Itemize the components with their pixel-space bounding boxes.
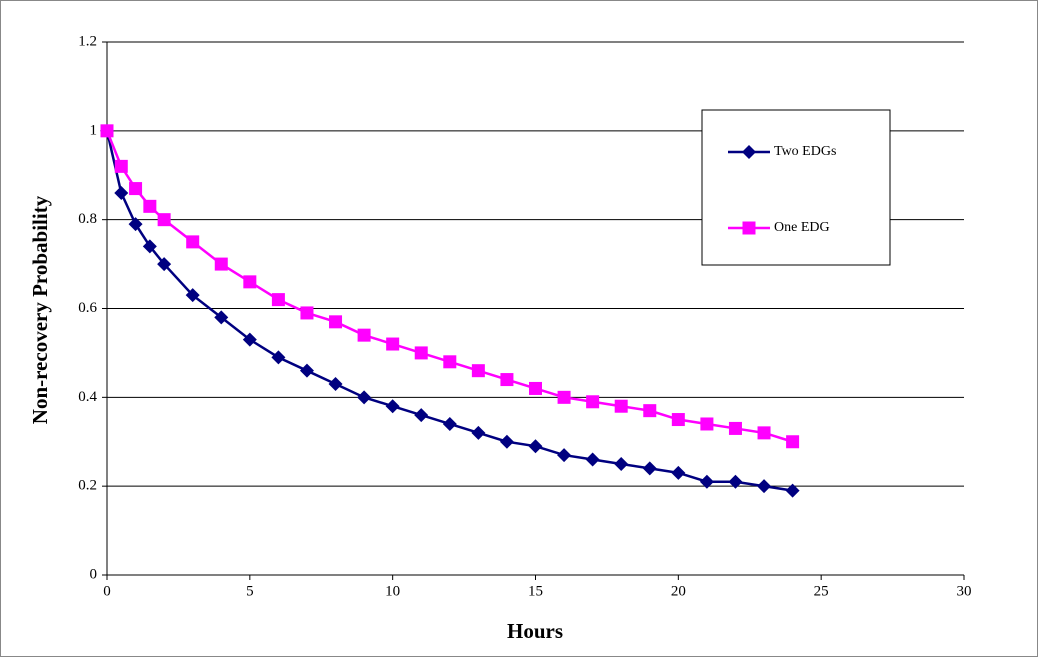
data-point (757, 426, 771, 440)
legend-box (701, 109, 891, 266)
y-tick-label: 0.2 (78, 478, 97, 494)
data-point (414, 346, 428, 360)
y-tick-label: 0.4 (78, 389, 97, 405)
data-point (128, 217, 143, 232)
y-tick-label: 0 (90, 566, 98, 582)
legend-label: One EDG (774, 220, 830, 235)
y-tick-label: 1 (90, 122, 98, 138)
data-point (728, 474, 743, 489)
data-point (528, 439, 543, 454)
y-tick-label: 0.8 (78, 211, 97, 227)
data-point (143, 199, 157, 213)
x-tick-label: 10 (385, 583, 400, 599)
data-point (114, 186, 129, 201)
data-point (443, 355, 457, 369)
data-point (299, 363, 314, 378)
data-point (214, 310, 229, 325)
y-tick-label: 0.6 (78, 300, 97, 316)
data-point (243, 275, 257, 289)
data-point (699, 474, 714, 489)
data-point (529, 381, 542, 395)
x-tick-label: 5 (246, 583, 254, 599)
data-point (500, 373, 514, 387)
data-point (300, 306, 314, 320)
data-point (642, 461, 657, 476)
data-point (785, 483, 800, 498)
data-point (414, 408, 429, 423)
data-point (499, 434, 514, 449)
data-point (643, 404, 657, 418)
data-point (328, 377, 343, 392)
data-point (385, 399, 400, 414)
data-point (671, 465, 686, 480)
data-point (586, 395, 600, 409)
data-point (100, 124, 114, 138)
data-point (557, 448, 572, 463)
y-axis-title: Non-recovery Probability (28, 195, 52, 424)
data-point (700, 417, 714, 431)
data-point (271, 350, 286, 365)
y-tick-label: 1.2 (78, 33, 97, 49)
data-point (186, 235, 200, 249)
data-point (157, 257, 172, 272)
data-point (557, 390, 571, 404)
data-point (757, 479, 772, 494)
data-point (357, 390, 372, 405)
data-point (471, 364, 485, 378)
x-tick-label: 0 (103, 583, 111, 599)
data-point (357, 328, 371, 342)
x-tick-label: 15 (528, 583, 543, 599)
data-point (214, 257, 228, 271)
x-tick-label: 30 (957, 583, 972, 599)
x-tick-label: 25 (814, 583, 829, 599)
data-point (129, 182, 143, 196)
legend-label: Two EDGs (774, 144, 836, 159)
x-tick-label: 20 (671, 583, 686, 599)
data-point (242, 332, 257, 347)
data-point (157, 213, 171, 227)
data-point (386, 337, 400, 351)
data-point (185, 288, 200, 303)
data-point (585, 452, 600, 467)
legend-marker (742, 145, 756, 159)
data-point (442, 416, 457, 431)
legend-marker (742, 221, 756, 235)
data-point (271, 293, 285, 307)
data-point (114, 159, 128, 173)
data-point (728, 421, 742, 435)
data-point (471, 425, 486, 440)
data-point (614, 399, 628, 413)
data-point (614, 456, 629, 471)
data-point (142, 239, 157, 254)
data-point (329, 315, 343, 329)
data-point (671, 413, 685, 427)
data-point (786, 435, 800, 449)
x-axis-title: Hours (507, 619, 563, 643)
